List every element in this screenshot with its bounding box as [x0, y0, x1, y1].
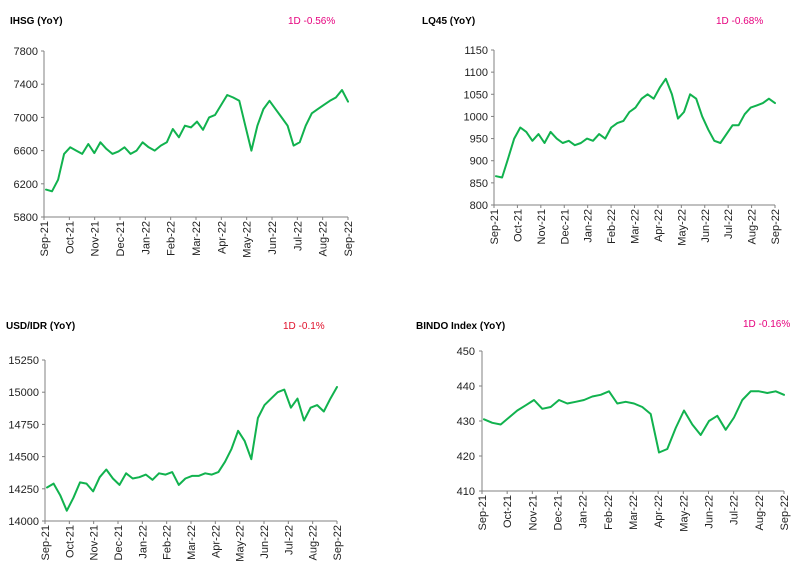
usdidr-chart-title: USD/IDR (YoY): [6, 321, 75, 332]
usdidr-y-tick-label: 14250: [8, 484, 39, 496]
lq45-x-tick-label: Dec-21: [559, 209, 571, 244]
bindo-x-tick-label: May-22: [678, 495, 690, 532]
ihsg-series-line: [45, 89, 349, 193]
lq45-daily-change: 1D -0.68%: [716, 16, 763, 27]
lq45-y-tick-label: 1050: [464, 89, 488, 101]
lq45-series-line: [495, 77, 776, 179]
lq45-x-tick-label: Sep-21: [489, 209, 501, 244]
lq45-x-tick-label: Oct-21: [512, 209, 524, 242]
bindo-x-tick-label: Dec-21: [553, 495, 565, 530]
lq45-y-tick-label: 1150: [464, 45, 488, 57]
lq45-x-tick-label: Feb-22: [606, 209, 618, 244]
bindo-x-tick-label: Feb-22: [603, 495, 615, 530]
usdidr-x-tick-label: Sep-22: [332, 525, 344, 560]
ihsg-chart-panel: IHSG (YoY) 1D -0.56% 7800 7400 7000 6600 6200 5…: [0, 0, 398, 288]
usdidr-y-tick-label: 14500: [8, 452, 39, 464]
lq45-y-tick-label: 1000: [464, 111, 488, 123]
usdidr-x-tick-label: Feb-22: [162, 525, 174, 560]
ihsg-x-tick-label: Apr-22: [216, 221, 228, 254]
bindo-x-tick-label: Sep-22: [779, 495, 791, 530]
usdidr-x-tick-label: Dec-21: [113, 525, 125, 560]
bindo-y-tick-label: 410: [457, 486, 475, 498]
bindo-x-tick-label: Oct-21: [502, 495, 514, 528]
lq45-x-tick-label: May-22: [676, 209, 688, 246]
bindo-x-tick-label: Jan-22: [578, 495, 590, 529]
usdidr-x-tick-label: Nov-21: [89, 525, 101, 560]
ihsg-x-tick-label: Jan-22: [140, 221, 152, 255]
bindo-daily-change: 1D -0.16%: [743, 319, 790, 330]
usdidr-x-tick-label: Jun-22: [259, 525, 271, 559]
usdidr-chart-panel: USD/IDR (YoY) 1D -0.1% 15250 15000 14750 1450…: [0, 300, 398, 577]
ihsg-x-tick-label: May-22: [242, 221, 254, 258]
lq45-x-tick-label: Apr-22: [653, 209, 665, 242]
usdidr-chart: USD/IDR (YoY) 1D -0.1% 15250 15000 14750 1450…: [6, 321, 344, 562]
ihsg-x-tick-label: Dec-21: [115, 221, 127, 256]
usdidr-x-tick-label: Oct-21: [64, 525, 76, 558]
lq45-x-tick-label: Sep-22: [770, 209, 782, 244]
ihsg-x-tick-label: Jul-22: [292, 221, 304, 251]
lq45-x-tick-label: Nov-21: [536, 209, 548, 244]
lq45-y-tick-label: 900: [470, 156, 488, 168]
bindo-y-tick-label: 440: [457, 381, 475, 393]
bindo-x-tick-label: Sep-21: [477, 495, 489, 530]
bindo-chart-title: BINDO Index (YoY): [416, 321, 505, 332]
lq45-y-tick-label: 800: [470, 200, 488, 212]
bindo-chart-panel: BINDO Index (YoY) 1D -0.16% 450 440 430 420 41…: [398, 300, 797, 577]
usdidr-x-tick-label: Sep-21: [40, 525, 52, 560]
ihsg-y-tick-label: 7000: [14, 112, 38, 124]
ihsg-x-tick-label: Nov-21: [90, 221, 102, 256]
ihsg-y-tick-label: 7800: [14, 46, 38, 58]
bindo-x-tick-label: Mar-22: [628, 495, 640, 530]
ihsg-x-tick-label: Mar-22: [191, 221, 203, 256]
ihsg-x-tick-label: Feb-22: [166, 221, 178, 256]
lq45-chart: LQ45 (YoY) 1D -0.68% 1150 1100 1050 1000 950 90…: [422, 16, 782, 246]
bindo-y-tick-label: 450: [457, 346, 475, 358]
bindo-x-tick-label: Apr-22: [653, 495, 665, 528]
bindo-x-tick-label: Nov-21: [527, 495, 539, 530]
ihsg-daily-change: 1D -0.56%: [288, 16, 335, 27]
bindo-y-tick-label: 430: [457, 416, 475, 428]
usdidr-y-tick-label: 15250: [8, 355, 39, 367]
usdidr-y-tick-label: 14750: [8, 419, 39, 431]
ihsg-x-tick-label: Aug-22: [318, 221, 330, 256]
lq45-x-tick-label: Jan-22: [583, 209, 595, 243]
usdidr-x-tick-label: Mar-22: [186, 525, 198, 560]
ihsg-x-tick-label: Jun-22: [267, 221, 279, 255]
ihsg-y-tick-label: 6600: [14, 146, 38, 158]
ihsg-chart: IHSG (YoY) 1D -0.56% 7800 7400 7000 6600 6200 5…: [10, 16, 355, 258]
lq45-chart-title: LQ45 (YoY): [422, 16, 475, 27]
lq45-x-tick-label: Jul-22: [723, 209, 735, 239]
ihsg-x-tick-label: Sep-21: [39, 221, 51, 256]
usdidr-series-line: [46, 386, 338, 512]
lq45-y-tick-label: 950: [470, 134, 488, 146]
usdidr-x-tick-label: Jul-22: [283, 525, 295, 555]
usdidr-y-tick-label: 14000: [8, 516, 39, 528]
ihsg-y-tick-label: 6200: [14, 179, 38, 191]
usdidr-y-tick-label: 15000: [8, 387, 39, 399]
usdidr-daily-change: 1D -0.1%: [283, 321, 325, 332]
bindo-x-tick-label: Aug-22: [754, 495, 766, 530]
lq45-x-tick-label: Aug-22: [747, 209, 759, 244]
lq45-y-tick-label: 850: [470, 178, 488, 190]
lq45-y-tick-label: 1100: [464, 67, 488, 79]
usdidr-x-tick-label: Aug-22: [308, 525, 320, 560]
bindo-x-tick-label: Jul-22: [729, 495, 741, 525]
bindo-x-tick-label: Jun-22: [704, 495, 716, 529]
ihsg-x-tick-label: Sep-22: [343, 221, 355, 256]
ihsg-x-tick-label: Oct-21: [64, 221, 76, 254]
ihsg-y-tick-label: 5800: [14, 212, 38, 224]
ihsg-chart-title: IHSG (YoY): [10, 16, 63, 27]
lq45-chart-panel: LQ45 (YoY) 1D -0.68% 1150 1100 1050 1000 950 90…: [398, 0, 797, 288]
lq45-x-tick-label: Mar-22: [630, 209, 642, 244]
bindo-chart: BINDO Index (YoY) 1D -0.16% 450 440 430 420 41…: [416, 319, 791, 532]
usdidr-x-tick-label: Jan-22: [137, 525, 149, 559]
bindo-y-tick-label: 420: [457, 451, 475, 463]
ihsg-y-tick-label: 7400: [14, 79, 38, 91]
lq45-x-tick-label: Jun-22: [700, 209, 712, 243]
usdidr-x-tick-label: May-22: [235, 525, 247, 562]
usdidr-x-tick-label: Apr-22: [210, 525, 222, 558]
bindo-series-line: [483, 390, 785, 454]
